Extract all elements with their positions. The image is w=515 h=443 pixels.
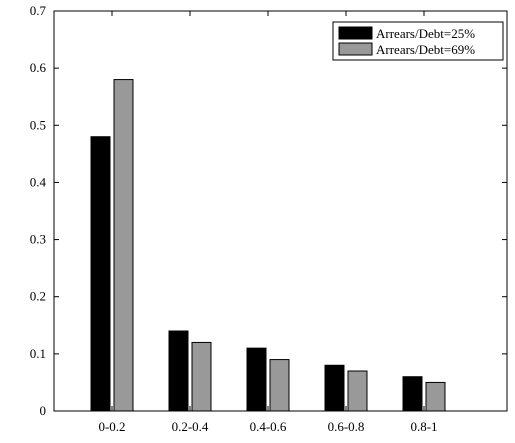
bar-arrears-69-0.8-1 <box>425 381 446 412</box>
legend: Arrears/Debt=25%Arrears/Debt=69% <box>332 21 504 61</box>
bar-arrears-69-0.2-0.4 <box>191 341 212 412</box>
bar-arrears-69-0.4-0.6 <box>269 359 290 412</box>
x-tick-label: 0.4-0.6 <box>250 419 287 434</box>
y-tick-label: 0 <box>40 403 47 418</box>
y-tick-label: 0.1 <box>30 346 46 361</box>
y-tick-label: 0.6 <box>30 60 47 75</box>
bar-arrears-25-0.4-0.6 <box>246 347 267 412</box>
bars <box>90 79 446 412</box>
bar-arrears-25-0-0.2 <box>90 136 111 412</box>
x-tick-label: 0.6-0.8 <box>328 419 365 434</box>
y-axis: 0 0.1 0.2 0.3 0.4 0.5 0.6 0.7 <box>30 3 507 418</box>
x-tick-label: 0.2-0.4 <box>172 419 209 434</box>
y-tick-label: 0.7 <box>30 3 47 18</box>
bar-arrears-69-0.6-0.8 <box>347 370 368 412</box>
bar-arrears-69-0-0.2 <box>113 79 134 412</box>
bar-arrears-25-0.6-0.8 <box>324 364 345 412</box>
legend-label: Arrears/Debt=69% <box>376 42 475 57</box>
legend-swatch <box>338 26 373 40</box>
y-tick-label: 0.3 <box>30 232 46 247</box>
y-tick-label: 0.5 <box>30 117 46 132</box>
x-axis: 0-0.2 0.2-0.4 0.4-0.6 0.6-0.8 0.8-1 <box>98 11 438 434</box>
bar-arrears-25-0.8-1 <box>402 376 423 412</box>
x-tick-label: 0.8-1 <box>410 419 437 434</box>
y-tick-label: 0.4 <box>30 174 47 189</box>
legend-swatch <box>338 42 373 56</box>
x-tick-label: 0-0.2 <box>98 419 125 434</box>
legend-label: Arrears/Debt=25% <box>376 26 475 41</box>
y-tick-label: 0.2 <box>30 289 46 304</box>
bar-arrears-25-0.2-0.4 <box>168 330 189 412</box>
